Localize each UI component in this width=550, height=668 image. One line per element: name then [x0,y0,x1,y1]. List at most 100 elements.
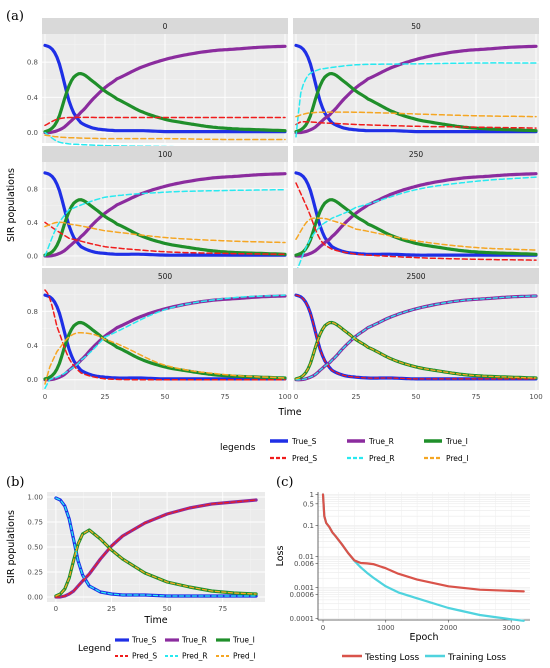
facet-strip [42,268,288,284]
line-pred-i [44,221,286,244]
y-tick-label: 1 [310,491,314,499]
line-true-i [294,71,538,134]
facet-title: 2500 [406,272,425,281]
legend-label: Pred_I [233,652,256,661]
y-tick-label: 0.1 [303,522,314,530]
y-tick-label: 0.01 [298,553,314,561]
y-tick-label: 0.8 [27,59,38,67]
y-tick-label: 0.0 [27,376,38,384]
panel-label-a: (a) [6,9,24,24]
x-tick-label: 3000 [502,624,520,632]
x-tick-label: 50 [161,393,170,401]
legend-label: True_R [368,437,394,446]
legend-label: Pred_S [292,454,317,463]
plot-panel-c [318,492,530,620]
y-tick-label: 0.5 [303,500,314,508]
x-tick-label: 25 [101,393,110,401]
y-tick-label: 0.50 [27,544,43,552]
y-tick-label: 0.8 [27,308,38,316]
x-tick-label: 0 [321,624,325,632]
line-pred-s [44,289,286,381]
line-true-i [43,320,287,381]
line-pred-r [44,294,286,390]
line-true-s [294,43,538,134]
line-pred-i [295,321,537,380]
y-tick-label: 0.00 [27,594,43,602]
legend-title-a: legends [220,443,256,453]
y-axis-title: SIR populations [6,510,17,584]
line-true-s [43,43,287,134]
x-tick-label: 0 [294,393,298,401]
line-pred-i [44,134,286,141]
y-tick-label: 1.00 [27,494,43,502]
facet-title: 250 [409,150,424,159]
y-tick-label: 0.4 [27,94,39,102]
line-pred-r [295,62,537,138]
x-tick-label: 2000 [440,624,458,632]
x-tick-label: 1000 [377,624,395,632]
line-pred-s [55,499,257,598]
panel-label-c: (c) [276,475,293,490]
legend-label: Pred_I [446,454,469,463]
x-tick-label: 0 [43,393,47,401]
panel-label-b: (b) [6,475,24,490]
legend-label: True_I [232,636,255,645]
legend-label: True_I [445,437,468,446]
x-axis-title: Time [143,615,167,626]
y-tick-label: 0.0 [27,252,38,260]
line-pred-r [295,176,537,274]
y-tick-label: 0.75 [27,519,43,527]
line-pred-s [44,221,286,256]
line-pred-i [295,217,537,251]
line-true-s [43,171,287,257]
y-tick-label: 0.0 [27,129,38,137]
line-pred-r [295,295,537,381]
line-true-s [294,171,538,257]
y-tick-label: 0.4 [27,219,39,227]
line-pred-i [55,529,257,597]
facet-strip [42,146,288,162]
line-pred-i [295,111,537,118]
facet-strip [293,268,539,284]
x-tick-label: 75 [472,393,481,401]
facet-title: 0 [163,22,168,31]
x-tick-label: 75 [221,393,230,401]
legend-title-b: Legend [78,644,111,654]
line-true-r [43,172,287,258]
x-tick-label: 75 [218,605,227,613]
facet-strip [42,18,288,34]
x-tick-label: 50 [412,393,421,401]
legend-label: Pred_R [182,652,208,661]
legend-label: True_S [131,636,157,645]
line-true-r [43,44,287,135]
x-axis-title: Epoch [409,632,438,643]
line-pred-r [55,497,257,597]
legend-label: Testing Loss [364,653,420,663]
y-tick-label: 0.0006 [290,591,315,599]
line-pred-s [295,294,537,380]
legend-label: Pred_R [369,454,395,463]
facet-strip [293,146,539,162]
line-true-i [43,71,287,134]
y-axis-title: SIR populations [6,168,17,242]
legend-label: Training Loss [447,653,506,663]
x-tick-label: 100 [529,393,542,401]
y-tick-label: 0.001 [294,584,314,592]
y-tick-label: 0.006 [294,560,315,568]
x-axis-title: Time [277,407,301,418]
x-tick-label: 25 [352,393,361,401]
legend-label: True_R [181,636,207,645]
y-tick-label: 0.0001 [290,615,315,623]
facet-title: 500 [158,272,173,281]
legend-label: Pred_S [132,652,157,661]
line-testing-loss [321,493,525,593]
line-true-s [43,293,287,381]
x-tick-label: 50 [163,605,172,613]
y-tick-label: 0.8 [27,185,38,193]
line-pred-s [44,116,286,127]
line-pred-s [295,182,537,261]
y-tick-label: 0.4 [27,342,39,350]
y-axis-title: Loss [275,546,286,567]
facet-strip [293,18,539,34]
